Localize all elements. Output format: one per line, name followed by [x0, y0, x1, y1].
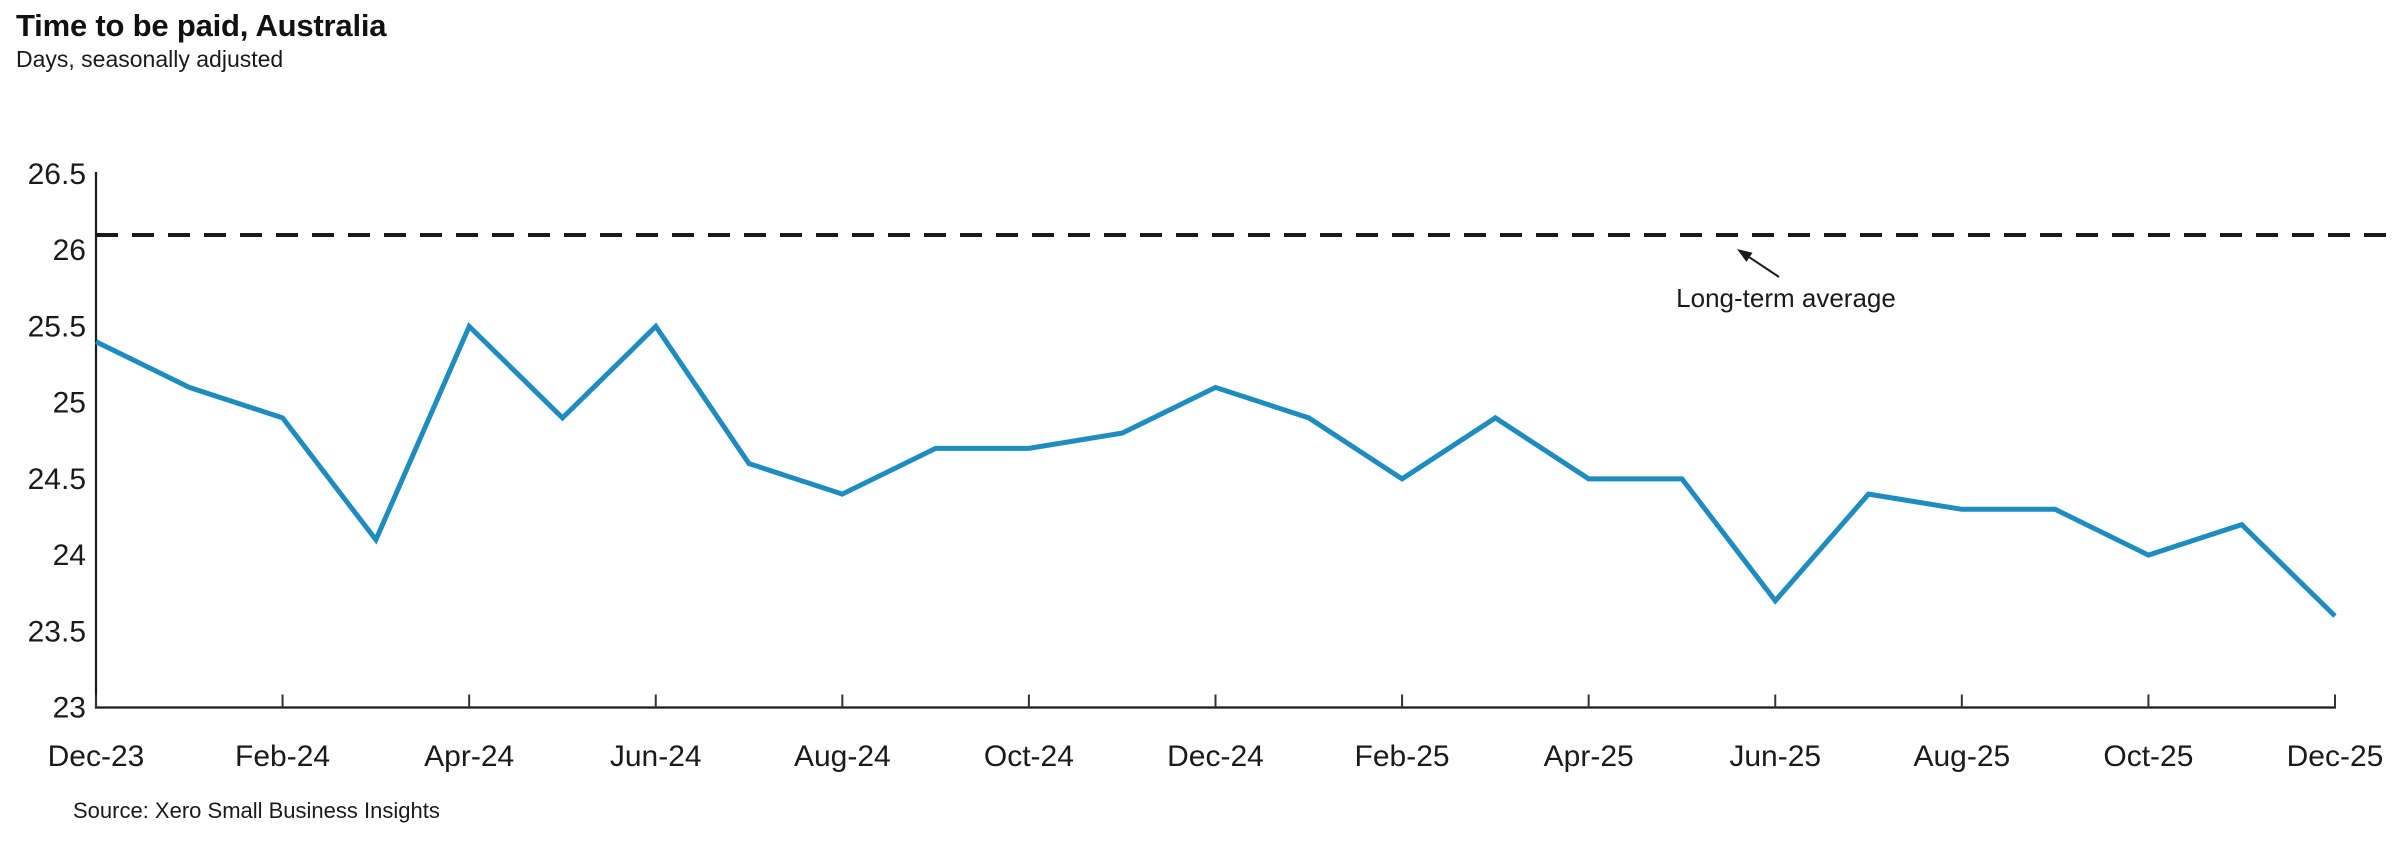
x-tick-label: Oct-24: [984, 740, 1074, 773]
x-tick-label: Dec-24: [1167, 740, 1264, 773]
y-tick-label: 23: [53, 692, 86, 725]
y-tick-label: 24: [53, 539, 86, 572]
y-tick-label: 24.5: [28, 463, 86, 496]
x-tick-label: Apr-24: [424, 740, 514, 773]
annotation-arrow-icon: [1737, 249, 1753, 262]
x-tick-label: Apr-25: [1544, 740, 1634, 773]
chart-subtitle: Days, seasonally adjusted: [16, 46, 284, 72]
y-tick-label: 26: [53, 234, 86, 267]
x-tick-label: Dec-25: [2287, 740, 2384, 773]
long-term-average-label: Long-term average: [1676, 283, 1896, 313]
x-tick-label: Oct-25: [2103, 740, 2193, 773]
x-tick-label: Feb-24: [235, 740, 330, 773]
y-tick-label: 25: [53, 387, 86, 420]
x-tick-label: Jun-24: [610, 740, 702, 773]
y-tick-label: 25.5: [28, 310, 86, 343]
time-to-be-paid-line: [94, 322, 2337, 618]
x-tick-label: Aug-24: [794, 740, 891, 773]
chart-title: Time to be paid, Australia: [16, 8, 387, 43]
x-tick-label: Aug-25: [1913, 740, 2010, 773]
y-tick-label: 23.5: [28, 615, 86, 648]
annotation-arrow-shaft: [1748, 256, 1780, 278]
x-tick-label: Feb-25: [1355, 740, 1450, 773]
x-tick-label: Jun-25: [1729, 740, 1821, 773]
y-tick-label: 26.5: [28, 158, 86, 191]
source-note: Source: Xero Small Business Insights: [73, 798, 440, 823]
x-tick-label: Dec-23: [48, 740, 145, 773]
